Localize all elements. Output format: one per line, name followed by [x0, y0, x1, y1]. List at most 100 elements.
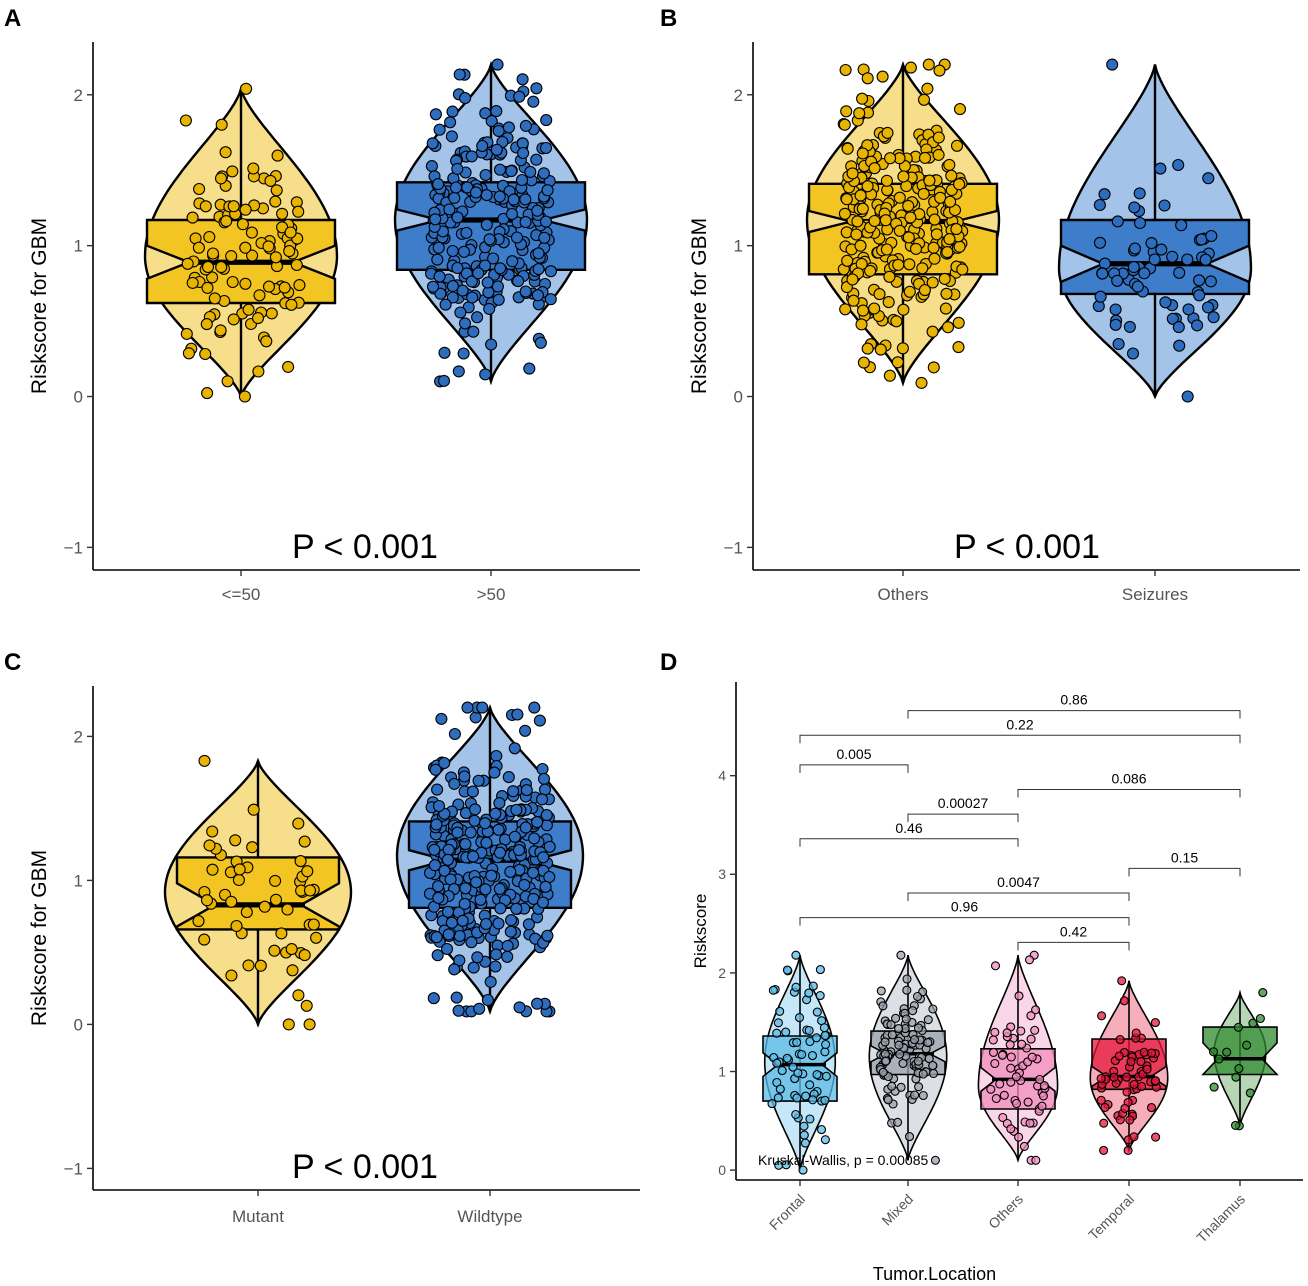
data-point: [1258, 988, 1268, 998]
data-point: [1150, 1018, 1160, 1028]
data-point: [927, 361, 940, 374]
group-wildtype: [395, 701, 585, 1018]
bracket-line: [1017, 788, 1241, 798]
p-value-annotation: P < 0.001: [292, 1148, 438, 1186]
panel-label-b: B: [660, 5, 677, 32]
data-point: [926, 325, 939, 338]
data-point: [1233, 1022, 1243, 1032]
data-point: [1096, 1095, 1106, 1105]
data-point: [432, 178, 445, 191]
data-point: [998, 1112, 1008, 1123]
data-point: [1139, 1047, 1149, 1057]
data-point: [438, 346, 451, 359]
data-point: [921, 82, 934, 95]
data-point: [536, 762, 549, 776]
data-point: [292, 989, 305, 1002]
data-point: [432, 241, 445, 254]
data-point: [504, 925, 517, 938]
data-point: [932, 131, 945, 144]
panel-label-a: A: [4, 5, 21, 32]
data-point: [902, 974, 912, 984]
data-point: [448, 777, 461, 790]
data-point: [471, 311, 484, 324]
panel-a: −1 0 1 2 Riskscore for GBM <=50 >50 P < 0.001: [28, 42, 640, 604]
data-point: [510, 902, 523, 915]
data-point: [861, 72, 874, 85]
data-point: [476, 701, 489, 714]
data-point: [430, 818, 443, 831]
data-point: [1205, 229, 1218, 243]
data-point: [878, 1067, 888, 1077]
data-point: [1131, 1028, 1141, 1038]
data-point: [1128, 201, 1141, 214]
data-point: [239, 277, 252, 290]
data-point: [1182, 303, 1195, 316]
data-point: [1094, 290, 1107, 303]
data-point: [820, 1095, 830, 1105]
data-point: [1242, 1040, 1252, 1050]
data-point: [988, 1047, 999, 1057]
data-point: [792, 1037, 802, 1047]
data-point: [894, 1040, 904, 1050]
data-point: [225, 895, 238, 908]
data-point: [856, 202, 869, 215]
data-point: [536, 896, 550, 909]
data-point: [508, 742, 521, 755]
data-point: [1202, 172, 1215, 185]
data-point: [910, 1090, 920, 1100]
data-point: [240, 906, 253, 919]
y-tick-label: −1: [724, 538, 743, 557]
panel-label-c: C: [4, 649, 21, 676]
data-point: [1129, 1079, 1139, 1089]
data-point: [768, 985, 778, 995]
data-point: [883, 270, 896, 283]
data-point: [292, 205, 305, 218]
data-point: [904, 211, 917, 224]
data-point: [301, 865, 314, 878]
data-point: [186, 276, 199, 289]
data-point: [1099, 1118, 1109, 1128]
data-point: [506, 255, 519, 268]
data-point: [219, 146, 232, 159]
data-point: [286, 964, 299, 977]
data-point: [1035, 1074, 1045, 1085]
data-point: [883, 1095, 893, 1105]
data-point: [1199, 253, 1212, 266]
data-point: [493, 163, 507, 176]
data-point: [192, 915, 205, 928]
x-tick-label: Thalamus: [1193, 1191, 1248, 1246]
data-point: [507, 785, 520, 798]
data-point: [1181, 390, 1194, 403]
data-point: [539, 141, 553, 155]
data-point: [898, 1058, 908, 1068]
data-point: [262, 280, 276, 293]
data-point: [298, 949, 311, 962]
data-point: [873, 288, 886, 301]
data-point: [952, 341, 965, 354]
bracket-line: [799, 764, 909, 773]
data-point: [1023, 1097, 1033, 1107]
data-point: [451, 211, 464, 224]
data-point: [246, 841, 259, 854]
data-point: [1147, 1048, 1157, 1058]
p-value-label: 0.00027: [938, 795, 989, 811]
data-point: [282, 360, 295, 373]
data-point: [1005, 1040, 1015, 1050]
data-point: [448, 727, 461, 741]
data-point: [1133, 187, 1146, 200]
data-point: [428, 843, 441, 856]
data-point: [1123, 1145, 1133, 1155]
data-point: [1123, 320, 1136, 333]
data-point: [179, 114, 192, 127]
y-tick-label: −1: [64, 538, 83, 557]
comparison-bracket: 0.86: [907, 692, 1241, 719]
data-point: [432, 880, 445, 893]
data-point: [268, 944, 281, 957]
data-point: [453, 68, 466, 81]
data-point: [1131, 280, 1144, 293]
data-point: [1099, 1145, 1109, 1155]
data-point: [437, 374, 451, 387]
data-point: [1006, 1052, 1016, 1062]
data-point: [460, 226, 473, 239]
data-point: [479, 883, 492, 896]
